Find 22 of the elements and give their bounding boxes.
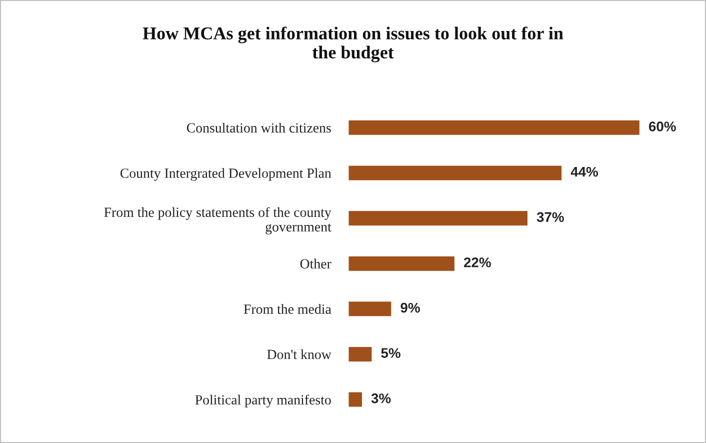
data-label: 37% — [536, 212, 564, 222]
bar — [348, 300, 393, 318]
bar — [348, 119, 641, 136]
y-tick-label: Consultation with citizens — [186, 122, 331, 133]
data-label: 5% — [381, 348, 400, 358]
y-tick-label: From the policy statements of the county government — [104, 207, 332, 234]
y-tick-label: Political party manifesto — [195, 394, 331, 408]
data-label: 60% — [648, 122, 676, 132]
bar — [348, 210, 529, 227]
chart-title: How MCAs get information on issues to look out for in the budget — [142, 26, 564, 62]
data-label: 3% — [371, 393, 391, 404]
y-tick-label: Don't know — [267, 349, 332, 360]
bar — [348, 254, 456, 272]
bar — [348, 346, 374, 363]
y-tick-label: County Intergrated Development Plan — [120, 168, 332, 181]
data-label: 22% — [464, 257, 491, 268]
data-label: 44% — [570, 166, 598, 177]
y-tick-label: From the media — [244, 304, 332, 314]
y-tick-label: Other — [300, 258, 332, 269]
bar — [348, 390, 364, 408]
bar — [348, 164, 563, 182]
data-label: 9% — [400, 302, 420, 313]
